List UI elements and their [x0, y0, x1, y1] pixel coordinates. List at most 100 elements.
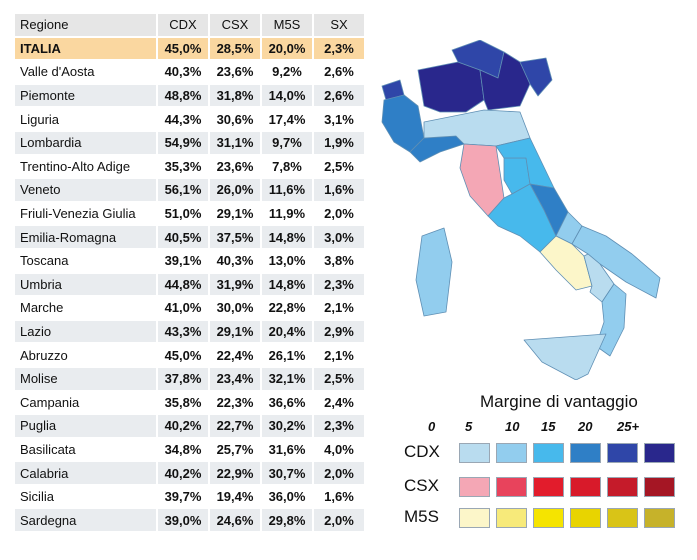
- region-name: Emilia-Romagna: [15, 226, 156, 248]
- region-name: ITALIA: [15, 37, 156, 60]
- region-name: Sardegna: [15, 509, 156, 532]
- table-row: Veneto 56,1% 26,0% 11,6% 1,6%: [15, 179, 364, 201]
- legend-swatch: [607, 477, 638, 497]
- value-cdx: 44,3%: [158, 108, 208, 130]
- value-m5s: 30,7%: [262, 462, 312, 484]
- region-name: Lombardia: [15, 131, 156, 154]
- value-cdx: 48,8%: [158, 84, 208, 107]
- legend-swatch: [496, 508, 527, 528]
- legend-tick: 25+: [617, 419, 640, 434]
- value-sx: 2,3%: [314, 415, 364, 437]
- value-sx: 3,0%: [314, 226, 364, 248]
- legend-swatch: [496, 443, 527, 463]
- value-m5s: 36,6%: [262, 391, 312, 414]
- legend-swatch: [496, 477, 527, 497]
- value-m5s: 14,8%: [262, 226, 312, 248]
- table-row: Marche 41,0% 30,0% 22,8% 2,1%: [15, 297, 364, 319]
- value-m5s: 36,0%: [262, 485, 312, 508]
- region-name: Campania: [15, 391, 156, 414]
- legend-row-label: CDX: [404, 442, 440, 461]
- region-name: Abruzzo: [15, 344, 156, 366]
- value-cdx: 35,8%: [158, 391, 208, 414]
- table-row: Valle d'Aosta 40,3% 23,6% 9,2% 2,6%: [15, 61, 364, 83]
- value-m5s: 32,1%: [262, 367, 312, 390]
- value-m5s: 30,2%: [262, 415, 312, 437]
- value-csx: 29,1%: [210, 202, 260, 225]
- header-sx: SX: [314, 14, 364, 36]
- value-cdx: 40,3%: [158, 61, 208, 83]
- value-sx: 3,1%: [314, 108, 364, 130]
- legend-swatch: [644, 477, 675, 497]
- header-m5s: M5S: [262, 14, 312, 36]
- value-csx: 31,1%: [210, 131, 260, 154]
- region-name: Basilicata: [15, 438, 156, 461]
- value-csx: 30,0%: [210, 297, 260, 319]
- map-region-sardegna: [415, 227, 453, 317]
- legend-row-label: M5S: [404, 507, 439, 526]
- table-row: Friuli-Venezia Giulia 51,0% 29,1% 11,9% 2,0%: [15, 202, 364, 225]
- legend-swatch: [459, 477, 490, 497]
- legend-tick: 0: [428, 419, 436, 434]
- table-row: Sardegna 39,0% 24,6% 29,8% 2,0%: [15, 509, 364, 532]
- value-sx: 2,9%: [314, 320, 364, 343]
- value-m5s: 13,0%: [262, 249, 312, 272]
- legend-swatch: [459, 508, 490, 528]
- legend-swatch: [533, 508, 564, 528]
- value-csx: 40,3%: [210, 249, 260, 272]
- value-cdx: 37,8%: [158, 367, 208, 390]
- legend-swatch: [459, 443, 490, 463]
- header-regione: Regione: [15, 14, 156, 36]
- legend-swatch: [570, 477, 601, 497]
- value-csx: 23,6%: [210, 155, 260, 178]
- value-sx: 2,4%: [314, 391, 364, 414]
- map-region-friuli-venezia-giulia: [519, 57, 553, 97]
- value-sx: 2,0%: [314, 462, 364, 484]
- table-row: Toscana 39,1% 40,3% 13,0% 3,8%: [15, 249, 364, 272]
- value-cdx: 40,2%: [158, 462, 208, 484]
- value-csx: 23,6%: [210, 61, 260, 83]
- region-name: Puglia: [15, 415, 156, 437]
- region-name: Sicilia: [15, 485, 156, 508]
- value-cdx: 34,8%: [158, 438, 208, 461]
- value-sx: 2,1%: [314, 297, 364, 319]
- legend-swatch: [570, 443, 601, 463]
- value-sx: 1,9%: [314, 131, 364, 154]
- table-body: ITALIA 45,0% 28,5% 20,0% 2,3% Valle d'Aosta 40…: [15, 37, 364, 532]
- value-csx: 22,7%: [210, 415, 260, 437]
- header-cdx: CDX: [158, 14, 208, 36]
- region-name: Trentino-Alto Adige: [15, 155, 156, 178]
- legend-swatch: [644, 443, 675, 463]
- value-cdx: 39,0%: [158, 509, 208, 532]
- value-m5s: 20,0%: [262, 37, 312, 60]
- region-name: Piemonte: [15, 84, 156, 107]
- table-row: Basilicata 34,8% 25,7% 31,6% 4,0%: [15, 438, 364, 461]
- table-row: Molise 37,8% 23,4% 32,1% 2,5%: [15, 367, 364, 390]
- map-region-lombardia: [417, 61, 485, 113]
- legend-swatch: [533, 477, 564, 497]
- value-sx: 1,6%: [314, 485, 364, 508]
- value-m5s: 17,4%: [262, 108, 312, 130]
- region-name: Liguria: [15, 108, 156, 130]
- value-csx: 22,4%: [210, 344, 260, 366]
- value-sx: 2,1%: [314, 344, 364, 366]
- legend-swatch: [570, 508, 601, 528]
- value-csx: 31,8%: [210, 84, 260, 107]
- value-csx: 26,0%: [210, 179, 260, 201]
- value-csx: 37,5%: [210, 226, 260, 248]
- results-table: Regione CDX CSX M5S SX ITALIA 45,0% 28,5% 2…: [13, 12, 366, 533]
- table-header-row: Regione CDX CSX M5S SX: [15, 14, 364, 36]
- region-name: Umbria: [15, 273, 156, 296]
- legend-tick: 20: [578, 419, 593, 434]
- value-sx: 2,0%: [314, 202, 364, 225]
- value-cdx: 40,2%: [158, 415, 208, 437]
- table-row: Piemonte 48,8% 31,8% 14,0% 2,6%: [15, 84, 364, 107]
- legend-swatch: [644, 508, 675, 528]
- legend-swatch: [533, 443, 564, 463]
- value-sx: 4,0%: [314, 438, 364, 461]
- legend-swatch: [607, 443, 638, 463]
- value-m5s: 29,8%: [262, 509, 312, 532]
- region-name: Friuli-Venezia Giulia: [15, 202, 156, 225]
- value-m5s: 26,1%: [262, 344, 312, 366]
- table-row: Abruzzo 45,0% 22,4% 26,1% 2,1%: [15, 344, 364, 366]
- legend-tick: 5: [465, 419, 473, 434]
